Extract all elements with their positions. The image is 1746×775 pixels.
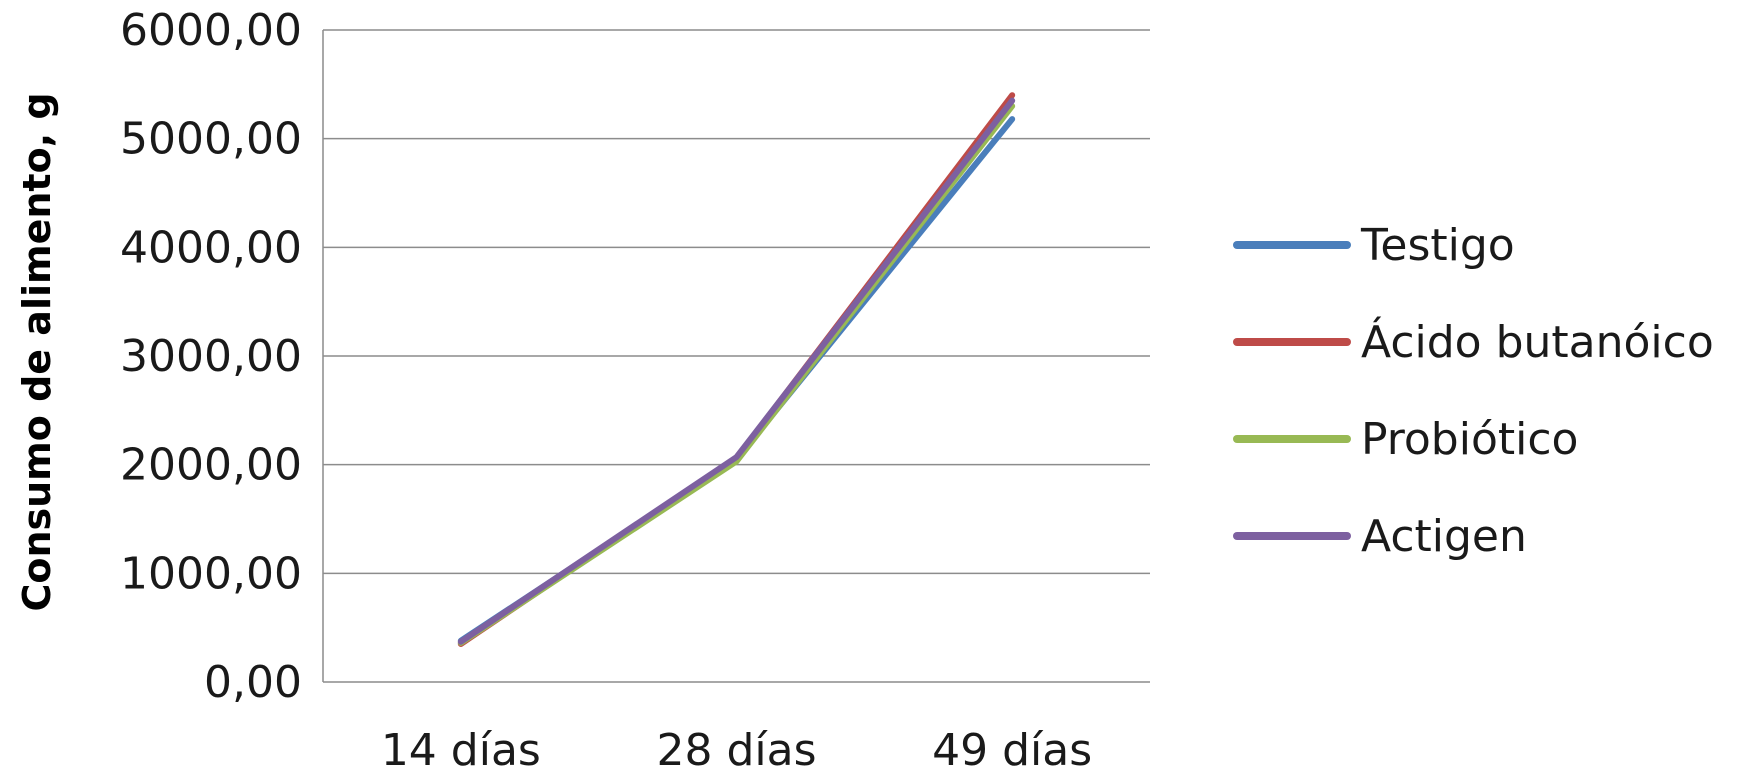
y-tick-label: 1000,00	[120, 548, 302, 599]
x-tick-label: 49 días	[932, 725, 1092, 775]
legend-label: Testigo	[1360, 220, 1515, 271]
legend: Testigo Ácido butanóico Probiótico Actigen	[1233, 220, 1714, 562]
y-tick-labels: 0,00 1000,00 2000,00 3000,00 4000,00 5000,00 6…	[120, 5, 302, 708]
x-tick-label: 14 días	[381, 725, 541, 775]
legend-label: Actigen	[1361, 511, 1527, 562]
series-lines	[457, 92, 1016, 647]
gridlines	[322, 29, 1150, 683]
y-tick-label: 3000,00	[120, 331, 302, 382]
y-axis-label: Consumo de alimento, g	[15, 92, 59, 611]
y-tick-label: 5000,00	[120, 114, 302, 165]
legend-label: Probiótico	[1361, 414, 1578, 465]
series-line	[457, 97, 1016, 645]
legend-label: Ácido butanóico	[1361, 315, 1714, 368]
series-line	[457, 116, 1016, 644]
series-line	[457, 92, 1016, 647]
x-tick-label: 28 días	[656, 725, 816, 775]
y-tick-label: 6000,00	[120, 5, 302, 56]
x-tick-labels: 14 días 28 días 49 días	[381, 725, 1092, 775]
y-tick-label: 4000,00	[120, 222, 302, 273]
series-line	[457, 103, 1016, 646]
y-tick-label: 2000,00	[120, 440, 302, 491]
y-tick-label: 0,00	[204, 657, 302, 708]
